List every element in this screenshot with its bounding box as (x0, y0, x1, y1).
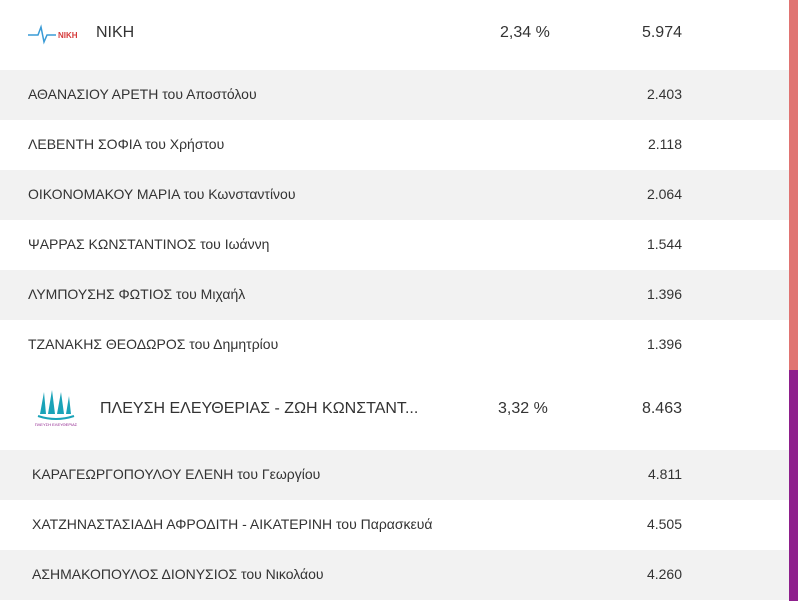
candidate-votes: 1.396 (646, 336, 682, 352)
candidate-votes: 2.064 (646, 186, 682, 202)
candidate-votes: 4.505 (646, 516, 682, 532)
party-color-bar (789, 0, 798, 370)
party-votes: 8.463 (641, 400, 682, 417)
party-votes: 5.974 (641, 24, 682, 41)
party-name: ΝΙΚΗ (96, 24, 135, 41)
candidate-votes: 4.260 (646, 566, 682, 582)
candidate-row[interactable]: ΛΕΒΕΝΤΗ ΣΟΦΙΑ του Χρήστου 2.118 (0, 120, 789, 170)
logo-text: NIKH (58, 31, 78, 40)
candidate-row[interactable]: ΧΑΤΖΗΝΑΣΤΑΣΙΑΔΗ ΑΦΡΟΔΙΤΗ - ΑΙΚΑΤΕΡΙΝΗ το… (0, 500, 789, 550)
party-row[interactable]: NIKH ΝΙΚΗ 2,34 % 5.974 (0, 0, 789, 68)
candidate-votes: 2.118 (648, 136, 682, 152)
candidate-row[interactable]: ΚΑΡΑΓΕΩΡΓΟΠΟΥΛΟΥ ΕΛΕΝΗ του Γεωργίου 4.811 (0, 450, 789, 500)
candidate-name: ΧΑΤΖΗΝΑΣΤΑΣΙΑΔΗ ΑΦΡΟΔΙΤΗ - ΑΙΚΑΤΕΡΙΝΗ το… (32, 516, 433, 532)
party-row[interactable]: ΠΛΕΥΣΗ ΕΛΕΥΘΕΡΙΑΣ ΠΛΕΥΣΗ ΕΛΕΥΘΕΡΙΑΣ - ΖΩΗ… (0, 370, 789, 450)
candidate-name: ΨΑΡΡΑΣ ΚΩΝΣΤΑΝΤΙΝΟΣ του Ιωάννη (28, 236, 270, 252)
candidate-name: ΛΕΒΕΝΤΗ ΣΟΦΙΑ του Χρήστου (28, 136, 225, 152)
candidate-votes: 2.403 (646, 86, 682, 102)
party-logo: NIKH (28, 24, 78, 45)
candidate-votes: 1.544 (646, 236, 682, 252)
candidate-name: ΤΖΑΝΑΚΗΣ ΘΕΟΔΩΡΟΣ του Δημητρίου (28, 336, 279, 352)
candidate-row[interactable]: ΨΑΡΡΑΣ ΚΩΝΣΤΑΝΤΙΝΟΣ του Ιωάννη 1.544 (0, 220, 789, 270)
candidate-votes: 4.811 (648, 466, 682, 482)
party-color-bar (789, 370, 798, 601)
party-name: ΠΛΕΥΣΗ ΕΛΕΥΘΕΡΙΑΣ - ΖΩΗ ΚΩΝΣΤΑΝΤ... (100, 400, 419, 417)
candidate-votes: 1.396 (646, 286, 682, 302)
party-percent: 2,34 % (500, 24, 550, 41)
candidate-row[interactable]: ΑΣΗΜΑΚΟΠΟΥΛΟΣ ΔΙΟΝΥΣΙΟΣ του Νικολάου 4.26… (0, 550, 789, 600)
candidate-name: ΚΑΡΑΓΕΩΡΓΟΠΟΥΛΟΥ ΕΛΕΝΗ του Γεωργίου (32, 466, 321, 482)
party-logo: ΠΛΕΥΣΗ ΕΛΕΥΘΕΡΙΑΣ (35, 390, 78, 427)
logo-text: ΠΛΕΥΣΗ ΕΛΕΥΘΕΡΙΑΣ (35, 422, 78, 427)
party-percent: 3,32 % (498, 400, 548, 417)
candidate-row[interactable]: ΟΙΚΟΝΟΜΑΚΟΥ ΜΑΡΙΑ του Κωνσταντίνου 2.064 (0, 170, 789, 220)
candidate-row[interactable]: ΑΘΑΝΑΣΙΟΥ ΑΡΕΤΗ του Αποστόλου 2.403 (0, 70, 789, 120)
candidate-name: ΑΘΑΝΑΣΙΟΥ ΑΡΕΤΗ του Αποστόλου (28, 86, 257, 102)
candidate-name: ΛΥΜΠΟΥΣΗΣ ΦΩΤΙΟΣ του Μιχαήλ (28, 286, 246, 302)
candidate-name: ΑΣΗΜΑΚΟΠΟΥΛΟΣ ΔΙΟΝΥΣΙΟΣ του Νικολάου (32, 566, 324, 582)
candidate-row[interactable]: ΛΥΜΠΟΥΣΗΣ ΦΩΤΙΟΣ του Μιχαήλ 1.396 (0, 270, 789, 320)
candidate-row[interactable]: ΤΖΑΝΑΚΗΣ ΘΕΟΔΩΡΟΣ του Δημητρίου 1.396 (0, 320, 789, 370)
candidate-name: ΟΙΚΟΝΟΜΑΚΟΥ ΜΑΡΙΑ του Κωνσταντίνου (28, 186, 296, 202)
